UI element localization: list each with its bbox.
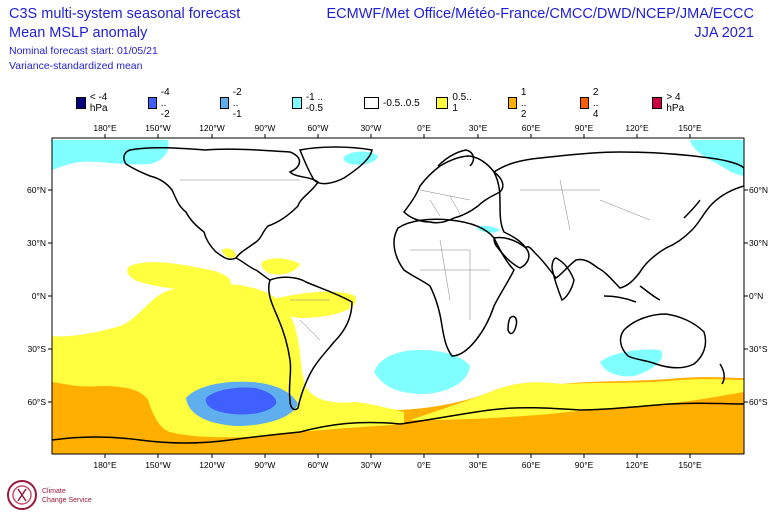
lon-label: 150°E [678, 123, 702, 133]
legend-label: < -4 hPa [89, 92, 108, 114]
anomaly-region [690, 140, 744, 176]
lon-label: 120°E [625, 460, 649, 470]
centres-list: ECMWF/Met Office/Météo-France/CMCC/DWD/N… [326, 6, 754, 22]
anomaly-region [52, 140, 169, 170]
legend-swatch [652, 97, 663, 109]
legend-label: 1 .. 2 [520, 86, 527, 120]
anomaly-region [374, 350, 470, 394]
lon-label: 30°E [469, 460, 488, 470]
legend-label: -4 .. -2 [160, 86, 170, 120]
legend-label: -1 .. -0.5 [305, 92, 324, 114]
lon-label: 60°W [308, 460, 329, 470]
lat-labels-left: 60°N 30°N 0°N 30°S 60°S [27, 185, 46, 407]
coastlines [52, 146, 744, 444]
legend-label: -0.5..0.5 [383, 97, 420, 109]
legend-item: -4 .. -2 [148, 87, 176, 120]
chart-variable: Mean MSLP anomaly [9, 25, 148, 41]
lon-label: 30°W [361, 123, 382, 133]
anomaly-fields [52, 138, 744, 454]
lon-labels-top: 180°E 150°W 120°W 90°W 60°W 30°W 0°E 30°… [93, 123, 702, 133]
lon-label: 150°W [145, 460, 171, 470]
logo-text-line1: Climate [42, 488, 66, 495]
legend-label: > 4 hPa [666, 92, 685, 114]
logo-text-line2: Change Service [42, 497, 92, 504]
anomaly-region [600, 349, 663, 377]
lon-label: 90°E [575, 123, 594, 133]
anomaly-region [222, 248, 236, 258]
lon-label: 120°W [199, 460, 225, 470]
legend-swatch [508, 97, 517, 109]
lat-label: 30°N [27, 238, 46, 248]
legend-item: -1 .. -0.5 [292, 92, 328, 114]
lon-label: 60°W [308, 123, 329, 133]
legend-swatch [292, 97, 302, 109]
legend-swatch [148, 97, 157, 109]
lat-label: 60°S [749, 397, 768, 407]
copernicus-climate-logo: Climate Change Service [7, 480, 92, 510]
legend-swatch [76, 97, 86, 109]
lon-label: 90°W [255, 123, 276, 133]
legend-swatch [580, 97, 589, 109]
anomaly-region [261, 258, 300, 275]
anomaly-region [205, 387, 277, 415]
lat-label: 0°N [749, 291, 763, 301]
chart-title: C3S multi-system seasonal forecast [9, 6, 241, 22]
lat-label: 60°N [749, 185, 768, 195]
lon-label: 30°W [361, 460, 382, 470]
logo-ring-icon [7, 480, 37, 510]
lon-label: 150°E [678, 460, 702, 470]
mean-type: Variance-standardized mean [9, 60, 143, 72]
lon-label: 180°E [93, 123, 117, 133]
legend-swatch [220, 97, 229, 109]
lat-labels-right: 60°N 30°N 0°N 30°S 60°S [749, 185, 768, 407]
lat-label: 30°N [749, 238, 768, 248]
legend-item: > 4 hPa [652, 92, 689, 114]
lon-label: 90°E [575, 460, 594, 470]
forecast-start: Nominal forecast start: 01/05/21 [9, 45, 158, 57]
lon-labels-bottom: 180°E 150°W 120°W 90°W 60°W 30°W 0°E 30°… [93, 460, 702, 470]
legend-swatch [436, 97, 449, 109]
lon-label: 90°W [255, 460, 276, 470]
lon-label: 0°E [417, 460, 431, 470]
lat-label: 60°N [27, 185, 46, 195]
season-label: JJA 2021 [694, 25, 754, 41]
anomaly-region [52, 283, 404, 438]
legend-label: 0.5.. 1 [452, 92, 472, 114]
lat-label: 60°S [27, 397, 46, 407]
graticule-ticks [48, 134, 748, 458]
logo-inner-ring-icon [12, 485, 32, 505]
legend-item: 1 .. 2 [508, 87, 533, 120]
legend-swatch [364, 97, 379, 109]
legend-item: -2 .. -1 [220, 87, 248, 120]
legend-label: -2 .. -1 [232, 86, 242, 120]
lon-label: 60°E [522, 460, 541, 470]
legend-item: 0.5.. 1 [436, 92, 474, 114]
legend-item: -0.5..0.5 [364, 96, 420, 110]
legend-item: 2 .. 4 [580, 87, 605, 120]
lon-label: 150°W [145, 123, 171, 133]
lon-label: 120°E [625, 123, 649, 133]
lat-label: 0°N [32, 291, 46, 301]
lon-label: 180°E [93, 460, 117, 470]
legend-label: 2 .. 4 [592, 86, 599, 120]
legend-item: < -4 hPa [76, 92, 113, 114]
lon-label: 120°W [199, 123, 225, 133]
lon-label: 30°E [469, 123, 488, 133]
anomaly-region [127, 262, 231, 291]
lon-label: 60°E [522, 123, 541, 133]
lon-label: 0°E [417, 123, 431, 133]
lat-label: 30°S [749, 344, 768, 354]
logo-mark-icon [17, 488, 27, 502]
country-borders [180, 179, 651, 341]
anomaly-region [270, 291, 356, 318]
lat-label: 30°S [27, 344, 46, 354]
